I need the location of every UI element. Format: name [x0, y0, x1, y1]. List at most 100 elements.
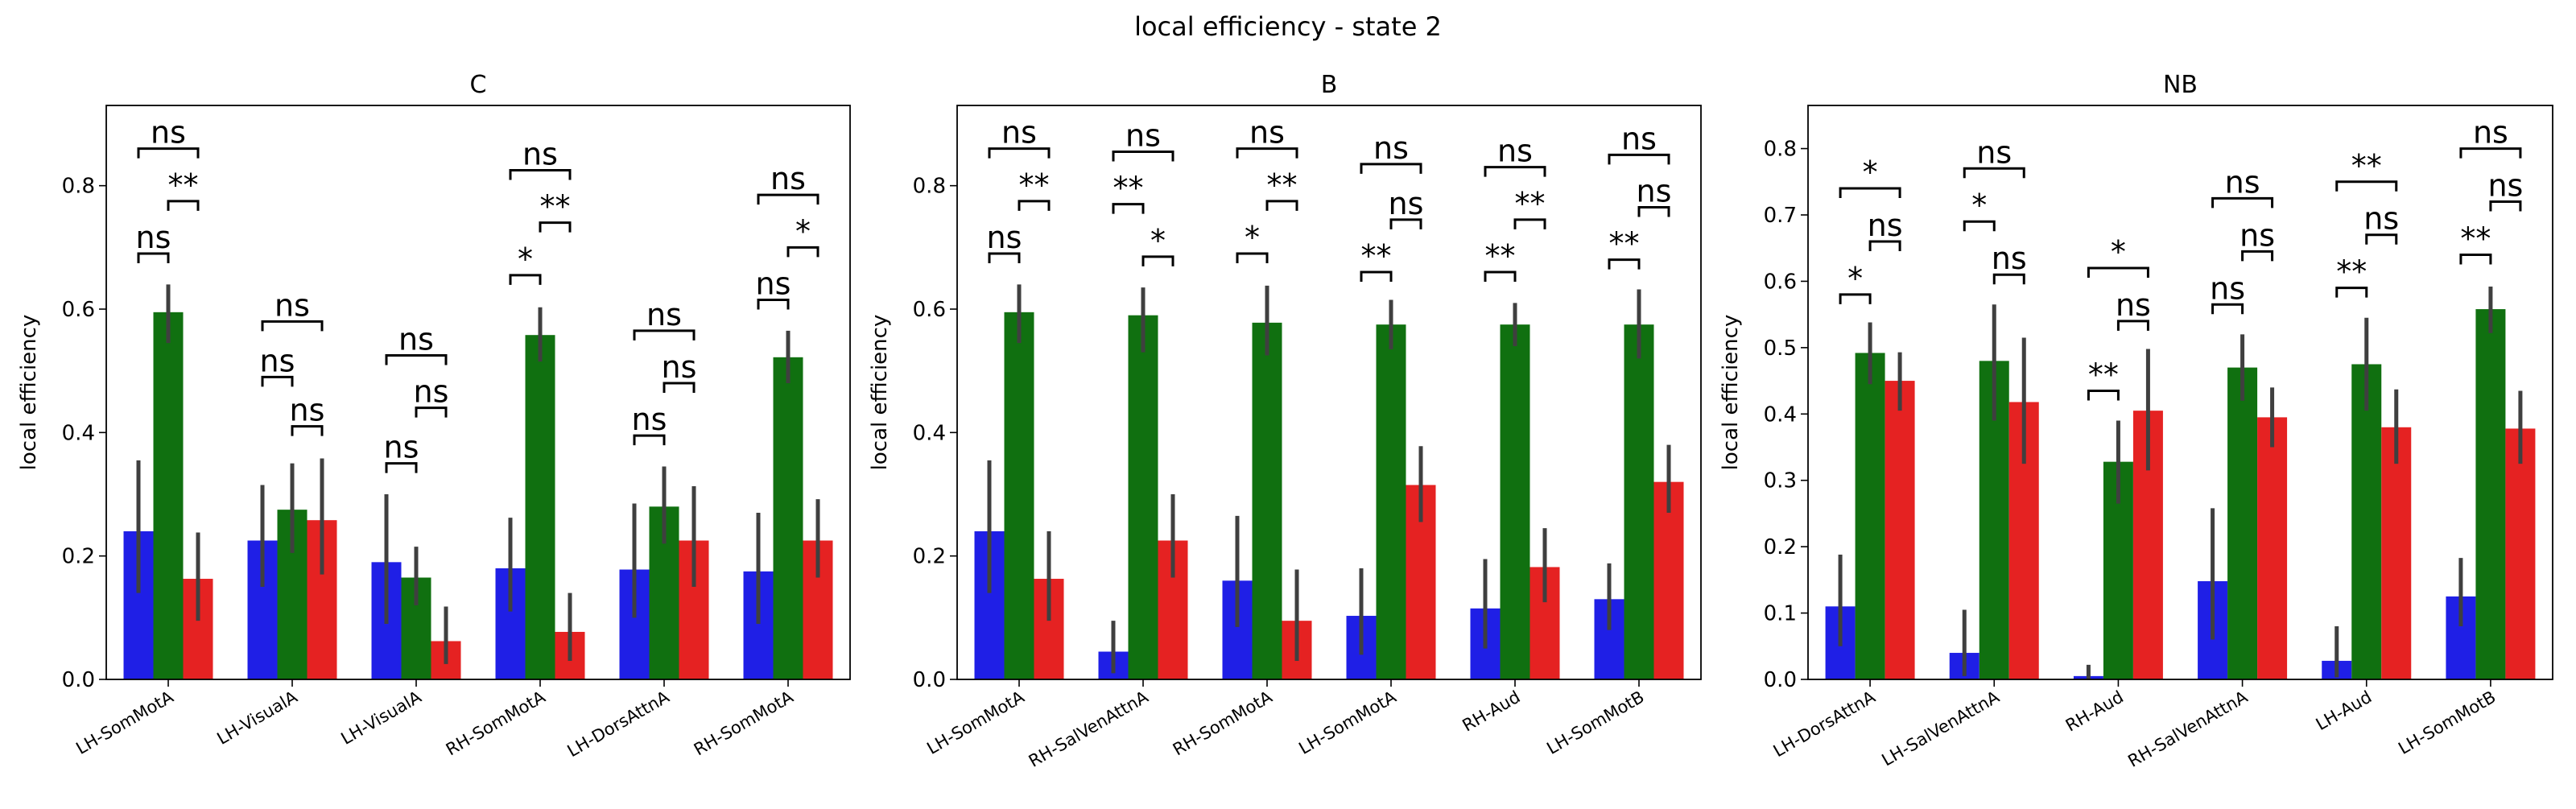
significance-label: ** — [1113, 171, 1144, 206]
chart-title: B — [1321, 71, 1338, 99]
significance-label: ns — [2473, 115, 2508, 151]
significance-bracket — [1608, 258, 1641, 270]
significance-label: ns — [1389, 186, 1424, 221]
y-tick-label: 0.0 — [913, 668, 946, 692]
y-tick-label: 0.4 — [913, 421, 946, 445]
significance-bracket — [1608, 153, 1670, 165]
significance-label: * — [1245, 220, 1260, 255]
significance-label: ns — [2116, 287, 2151, 323]
bar — [1653, 481, 1684, 679]
bar — [1376, 324, 1406, 679]
significance-bracket — [137, 252, 170, 263]
significance-bracket — [167, 200, 200, 211]
significance-bracket — [633, 329, 696, 341]
significance-label: ns — [1992, 241, 2027, 276]
significance-bracket — [1513, 218, 1546, 229]
significance-label: ns — [2225, 164, 2260, 200]
significance-bracket — [1839, 293, 1872, 304]
significance-label: ns — [770, 161, 806, 196]
significance-bracket — [385, 354, 448, 365]
significance-bracket — [1992, 273, 2025, 285]
significance-bracket — [786, 246, 819, 258]
significance-bracket — [1389, 218, 1422, 229]
y-tick-label: 0.6 — [62, 298, 95, 322]
bar — [1128, 315, 1158, 679]
significance-bracket — [1637, 206, 1670, 217]
significance-label: ns — [1125, 118, 1161, 154]
significance-label: ** — [1267, 167, 1298, 203]
bar — [2381, 427, 2412, 679]
significance-label: ns — [1373, 130, 1409, 166]
significance-label: ** — [1515, 186, 1546, 221]
significance-label: ** — [2460, 221, 2491, 256]
significance-bracket — [2335, 180, 2398, 192]
significance-label: * — [795, 213, 811, 249]
y-axis-label: local efficiency — [868, 315, 892, 471]
significance-label: ns — [662, 349, 697, 385]
y-tick-label: 0.3 — [1764, 469, 1797, 493]
y-tick-label: 0.6 — [913, 298, 946, 322]
x-tick-label: RH-SalVenAttnA — [2124, 687, 2251, 771]
y-tick-label: 0.2 — [913, 545, 946, 569]
plot-frame — [105, 105, 851, 680]
significance-label: ns — [756, 266, 791, 302]
significance-bracket — [1868, 240, 1901, 251]
y-tick-label: 0.1 — [1764, 602, 1797, 626]
chart-title: C — [470, 71, 487, 99]
significance-label: ** — [2351, 148, 2382, 184]
bar — [1885, 381, 1915, 679]
bar — [2227, 367, 2258, 679]
significance-label: ** — [168, 167, 199, 203]
significance-bracket — [1018, 200, 1051, 211]
x-tick-label: LH-DorsAttnA — [1770, 687, 1879, 761]
bar — [1004, 312, 1034, 679]
significance-label: ns — [2363, 201, 2399, 237]
bar — [1252, 322, 1282, 679]
significance-bracket — [757, 193, 819, 205]
significance-bracket — [385, 462, 418, 473]
y-tick-label: 0.2 — [62, 545, 95, 569]
significance-bracket — [2241, 250, 2274, 262]
significance-label: ** — [1485, 238, 1516, 274]
bar — [153, 312, 184, 679]
significance-bracket — [1236, 147, 1298, 159]
significance-bracket — [988, 147, 1051, 159]
bar — [2475, 309, 2506, 679]
x-tick-label: RH-Aud — [1459, 687, 1524, 736]
significance-bracket — [2087, 266, 2149, 278]
significance-label: ns — [414, 374, 449, 410]
significance-label: ns — [1249, 115, 1285, 151]
y-tick-label: 0.8 — [913, 175, 946, 199]
significance-bracket — [988, 252, 1021, 263]
y-tick-label: 0.6 — [1764, 270, 1797, 294]
significance-bracket — [1839, 187, 1901, 199]
significance-label: ** — [2336, 254, 2367, 290]
significance-label: * — [1971, 188, 1987, 223]
significance-bracket — [2116, 320, 2149, 331]
x-tick-label: RH-SomMotA — [691, 687, 797, 759]
significance-label: ns — [1976, 134, 2012, 170]
x-tick-label: LH-SomMotB — [2395, 687, 2499, 758]
significance-label: ns — [1497, 134, 1533, 169]
significance-bracket — [2335, 287, 2368, 298]
significance-label: * — [1863, 155, 1878, 190]
significance-bracket — [1265, 200, 1298, 211]
bar — [525, 335, 555, 679]
significance-label: ns — [646, 297, 682, 332]
significance-label: ns — [1621, 121, 1657, 156]
significance-label: ns — [2240, 217, 2275, 253]
x-tick-label: LH-Aud — [2313, 687, 2375, 735]
x-tick-label: LH-SalVenAttnA — [1879, 687, 2004, 770]
significance-label: ns — [151, 115, 186, 151]
x-tick-label: RH-Aud — [2062, 687, 2127, 736]
significance-label: ns — [1868, 208, 1903, 243]
significance-label: * — [1847, 261, 1863, 296]
bar — [2257, 417, 2288, 679]
plot-frame — [956, 105, 1702, 680]
chart-title: NB — [2163, 71, 2198, 99]
significance-bracket — [2489, 200, 2522, 212]
significance-bracket — [509, 169, 572, 180]
significance-bracket — [1141, 255, 1174, 266]
